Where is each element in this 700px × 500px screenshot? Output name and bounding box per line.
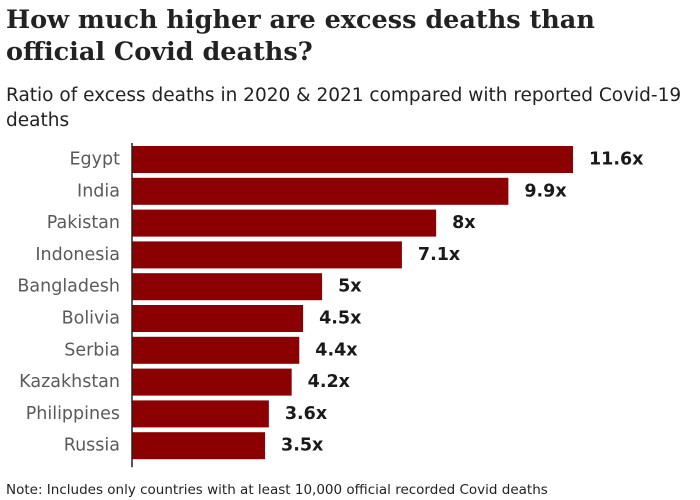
value-label: 4.2x: [308, 372, 351, 392]
bar-bolivia: [132, 305, 304, 332]
category-label: Kazakhstan: [19, 372, 120, 392]
category-label: Indonesia: [35, 245, 120, 265]
bar-egypt: [132, 146, 573, 173]
category-label: Egypt: [70, 150, 121, 170]
value-label: 3.5x: [281, 436, 324, 456]
bar-bangladesh: [132, 273, 323, 301]
bar-indonesia: [132, 241, 402, 269]
value-label: 7.1x: [418, 245, 461, 265]
bar-pakistan: [132, 209, 437, 237]
value-label: 5x: [338, 277, 362, 297]
bar-russia: [132, 432, 266, 460]
bar-india: [132, 177, 509, 205]
category-label: Russia: [64, 436, 120, 456]
chart-title: How much higher are excess deaths than o…: [6, 5, 595, 67]
chart-subtitle: Ratio of excess deaths in 2020 & 2021 co…: [6, 85, 682, 131]
category-label: Philippines: [26, 404, 120, 424]
category-label: Bolivia: [62, 309, 120, 329]
category-label: Pakistan: [47, 213, 120, 233]
bar-serbia: [132, 336, 300, 364]
category-label: Serbia: [64, 340, 120, 360]
value-label: 3.6x: [285, 404, 328, 424]
chart-note: Note: Includes only countries with at le…: [6, 482, 548, 498]
category-label: India: [77, 181, 120, 201]
value-label: 4.4x: [315, 340, 358, 360]
value-label: 9.9x: [524, 181, 567, 201]
category-label: Bangladesh: [17, 277, 120, 297]
value-label: 4.5x: [319, 309, 362, 329]
bar-kazakhstan: [132, 368, 292, 396]
value-label: 8x: [452, 213, 476, 233]
bar-philippines: [132, 400, 269, 428]
value-label: 11.6x: [589, 150, 644, 170]
